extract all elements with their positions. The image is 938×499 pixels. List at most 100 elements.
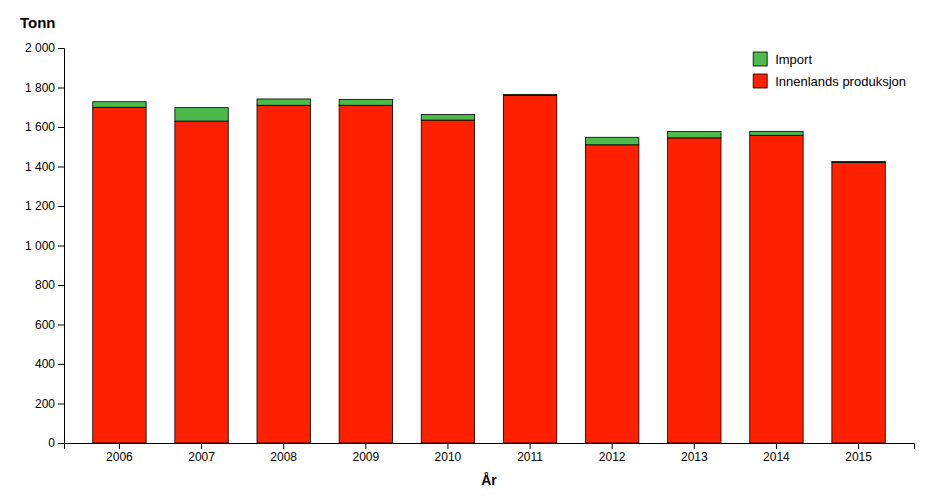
y-tick-label: 1 200 [25, 199, 55, 213]
y-tick-label: 1 000 [25, 239, 55, 253]
y-tick-mark [58, 364, 64, 365]
x-axis-line [65, 444, 915, 450]
bar-series [93, 95, 886, 443]
y-tick: 1 600 [25, 120, 64, 134]
bar [257, 105, 310, 443]
y-tick-label: 200 [35, 397, 55, 411]
x-tick: 2007 [188, 443, 215, 464]
x-tick: 2010 [435, 443, 462, 464]
y-tick-label: 2 000 [25, 41, 55, 55]
y-tick-mark [58, 443, 64, 444]
x-tick-label: 2012 [599, 450, 626, 464]
bar [93, 102, 146, 108]
y-tick-label: 400 [35, 357, 55, 371]
y-tick-label: 0 [48, 436, 55, 450]
bar [257, 99, 310, 105]
bar [93, 107, 146, 443]
bar [668, 138, 721, 443]
y-tick-label: 600 [35, 318, 55, 332]
y-tick: 2 000 [25, 41, 64, 55]
x-tick-label: 2007 [188, 450, 215, 464]
y-tick-mark [58, 246, 64, 247]
x-tick: 2008 [270, 443, 297, 464]
bar [668, 132, 721, 138]
bar [175, 121, 228, 443]
bar [832, 161, 885, 163]
y-axis-title: Tonn [20, 14, 56, 31]
y-tick-mark [58, 48, 64, 49]
legend-label: Import [775, 52, 812, 67]
x-tick: 2011 [517, 443, 543, 464]
legend-swatch [753, 74, 767, 88]
x-tick: 2014 [763, 443, 790, 464]
y-tick: 1 400 [25, 160, 64, 174]
y-tick: 1 200 [25, 199, 64, 213]
x-tick-mark [447, 443, 448, 449]
x-tick-label: 2009 [352, 450, 379, 464]
bar [421, 120, 474, 443]
bar-series [93, 94, 886, 162]
y-tick: 800 [35, 278, 64, 292]
x-tick-label: 2011 [517, 450, 543, 464]
chart-svg: 2006 2007 2008 2009 2010 2011 2012 2013 2014 2015… [0, 0, 938, 499]
y-tick-mark [58, 127, 64, 128]
chart-container: 2006 2007 2008 2009 2010 2011 2012 2013 2014 2015… [0, 0, 938, 499]
y-tick-mark [58, 325, 64, 326]
y-tick: 600 [35, 318, 64, 332]
bar [503, 95, 556, 443]
y-axis: 0 200 400 600 800 1 000 1 200 1 400 1 600 1 800 2 … [25, 41, 65, 450]
x-tick-label: 2015 [845, 450, 872, 464]
x-tick-mark [858, 443, 859, 449]
y-tick: 1 800 [25, 81, 64, 95]
bar [339, 99, 392, 105]
x-tick: 2006 [106, 443, 133, 464]
legend-item: Import [753, 52, 812, 67]
y-tick: 400 [35, 357, 64, 371]
y-tick: 0 [48, 436, 64, 450]
y-axis-line [58, 49, 65, 444]
legend-item: Innenlands produksjon [753, 74, 906, 89]
x-tick: 2013 [681, 443, 708, 464]
y-tick-label: 800 [35, 278, 55, 292]
x-axis: 2006 2007 2008 2009 2010 2011 2012 2013 2014 2015 [65, 443, 915, 464]
bar [585, 145, 638, 443]
y-tick: 1 000 [25, 239, 64, 253]
y-tick-mark [58, 404, 64, 405]
legend-swatch [753, 52, 767, 66]
x-tick-mark [612, 443, 613, 449]
x-tick-label: 2006 [106, 450, 133, 464]
y-tick-mark [58, 206, 64, 207]
x-tick: 2015 [845, 443, 872, 464]
x-tick-label: 2010 [435, 450, 462, 464]
x-tick-mark [119, 443, 120, 449]
y-tick-mark [58, 88, 64, 89]
x-tick-mark [694, 443, 695, 449]
x-tick-mark [201, 443, 202, 449]
bar [421, 115, 474, 121]
y-tick-label: 1 600 [25, 120, 55, 134]
bar [585, 137, 638, 145]
bar [503, 94, 556, 96]
y-tick-mark [58, 285, 64, 286]
x-tick-label: 2014 [763, 450, 790, 464]
x-tick-mark [283, 443, 284, 449]
x-tick-mark [776, 443, 777, 449]
bar [832, 163, 885, 443]
x-tick: 2009 [352, 443, 379, 464]
x-tick: 2012 [599, 443, 626, 464]
x-tick-mark [365, 443, 366, 449]
y-tick-label: 1 800 [25, 81, 55, 95]
y-tick: 200 [35, 397, 64, 411]
bar [339, 105, 392, 443]
y-tick-mark [58, 167, 64, 168]
x-tick-label: 2013 [681, 450, 708, 464]
plot-area: 2006 2007 2008 2009 2010 2011 2012 2013 2014 2015… [25, 41, 915, 463]
x-tick-mark [530, 443, 531, 449]
legend: Import Innenlands produksjon [753, 52, 906, 89]
y-tick-label: 1 400 [25, 160, 55, 174]
x-tick-label: 2008 [270, 450, 297, 464]
bar [175, 108, 228, 121]
bars [93, 94, 886, 443]
legend-label: Innenlands produksjon [775, 74, 906, 89]
bar [750, 131, 803, 135]
